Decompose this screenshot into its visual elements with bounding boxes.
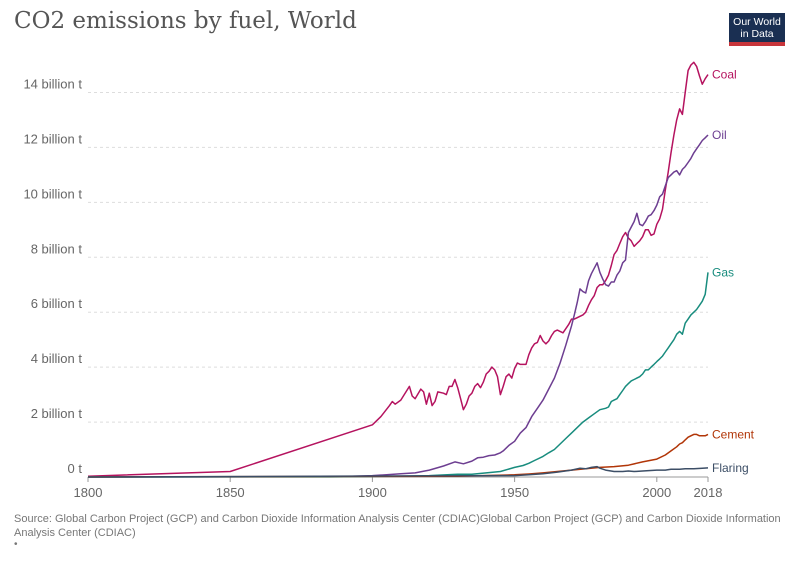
series-line-gas[interactable]	[87, 272, 709, 478]
x-tick-label: 1950	[500, 485, 529, 500]
series-label-gas[interactable]: Gas	[712, 265, 734, 279]
y-tick-label: 10 billion t	[23, 186, 82, 201]
logo-line-2: in Data	[740, 28, 774, 40]
series-line-oil[interactable]	[87, 134, 709, 478]
series-label-oil[interactable]: Oil	[712, 128, 727, 142]
y-tick-label: 2 billion t	[31, 406, 83, 421]
y-tick-label: 4 billion t	[31, 351, 83, 366]
source-note: Source: Global Carbon Project (GCP) and …	[14, 513, 781, 539]
y-tick-label: 12 billion t	[23, 131, 82, 146]
x-tick-label: 1800	[74, 485, 103, 500]
series-label-flaring[interactable]: Flaring	[712, 461, 749, 475]
series-label-cement[interactable]: Cement	[712, 427, 755, 441]
y-axis-ticks: 0 t 2 billion t 4 billion t 6 billion t 8 bi…	[23, 76, 82, 476]
x-tick-label: 2018	[694, 485, 723, 500]
series-line-flaring[interactable]	[87, 465, 709, 478]
emissions-line-chart: 0 t 2 billion t 4 billion t 6 billion t 8 bi…	[23, 61, 755, 500]
series-line-coal[interactable]	[87, 61, 709, 477]
footer-bullet: •	[14, 539, 18, 550]
x-tick-label: 1850	[216, 485, 245, 500]
y-tick-label: 14 billion t	[23, 76, 82, 91]
page-title: CO2 emissions by fuel, World	[14, 8, 357, 34]
y-tick-label: 0 t	[68, 461, 83, 476]
x-axis-ticks: 1800 1850 1900 1950 2000 2018	[74, 477, 723, 500]
x-tick-label: 1900	[358, 485, 387, 500]
logo-line-1: Our World	[733, 16, 781, 28]
series-line-cement[interactable]	[87, 433, 709, 478]
series-labels: Coal Oil Gas Cement Flaring	[712, 68, 755, 475]
owid-logo[interactable]: Our World in Data	[729, 13, 785, 46]
y-tick-label: 8 billion t	[31, 241, 83, 256]
y-gridlines	[88, 91, 708, 423]
x-tick-label: 2000	[642, 485, 671, 500]
series-label-coal[interactable]: Coal	[712, 68, 737, 82]
y-tick-label: 6 billion t	[31, 296, 83, 311]
series-lines	[87, 61, 709, 478]
